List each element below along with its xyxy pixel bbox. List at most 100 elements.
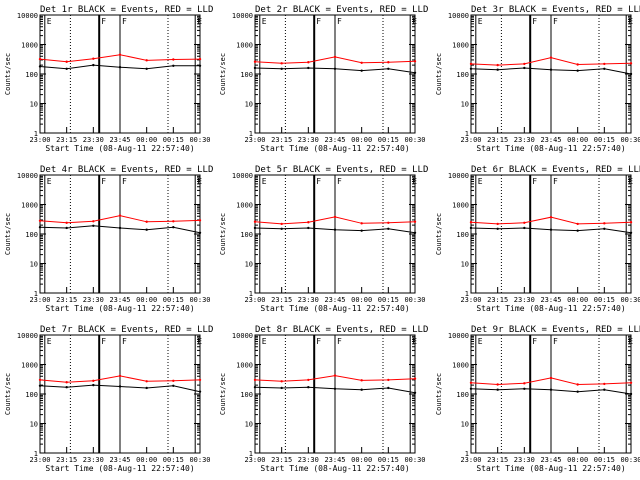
series-point-lld <box>603 62 606 66</box>
series-point-events <box>280 227 283 231</box>
x-tick-label: 00:30 <box>620 136 640 144</box>
x-tick-label: 23:45 <box>324 136 345 144</box>
marker-label: E <box>47 337 52 346</box>
x-tick-label: 00:00 <box>351 456 372 464</box>
x-tick-label: 00:15 <box>163 136 184 144</box>
series-point-lld <box>629 62 633 65</box>
panel-det-6: Det 6r BLACK = Events, RED = LLD 1 10 100 10… <box>435 165 640 313</box>
series-point-lld <box>603 382 606 386</box>
series-point-events <box>387 67 390 71</box>
series-point-events <box>92 224 95 227</box>
x-tick-label: 00:00 <box>136 456 157 464</box>
y-tick-label: 100 <box>240 71 253 79</box>
series-point-lld <box>65 381 68 384</box>
series-point-lld <box>576 222 579 226</box>
marker-label: F <box>553 177 558 186</box>
x-tick-label: 23:00 <box>460 136 481 144</box>
panel-title: Det 3r BLACK = Events, RED = LLD <box>471 5 640 15</box>
y-axis-label: Counts/sec <box>4 213 12 255</box>
marker-label: E <box>197 177 202 186</box>
x-tick-label: 23:30 <box>83 456 104 464</box>
series-point-events <box>92 63 95 67</box>
series-point-lld <box>360 379 363 382</box>
x-tick-label: 23:15 <box>271 456 292 464</box>
x-tick-label: 00:00 <box>567 296 588 304</box>
y-tick-label: 100 <box>25 391 38 399</box>
series-point-lld <box>413 220 417 223</box>
series-point-events <box>307 386 310 389</box>
series-point-lld <box>118 214 122 217</box>
series-point-events <box>523 66 526 70</box>
x-axis-label: Start Time (08-Aug-11 22:57:40) <box>45 304 194 313</box>
series-point-events <box>603 67 606 71</box>
y-tick-label: 1 <box>249 290 253 298</box>
series-point-events <box>387 386 390 390</box>
y-tick-label: 100 <box>25 71 38 79</box>
marker-label: F <box>532 17 537 26</box>
y-tick-label: 10000 <box>232 172 253 180</box>
y-tick-label: 10 <box>245 101 253 109</box>
y-tick-label: 10 <box>30 421 38 429</box>
x-tick-label: 23:30 <box>298 456 319 464</box>
x-tick-label: 23:45 <box>109 136 130 144</box>
marker-label: F <box>122 17 127 26</box>
series-point-events <box>172 226 175 229</box>
marker-label: F <box>337 17 342 26</box>
x-tick-label: 23:00 <box>244 456 265 464</box>
x-tick-label: 23:45 <box>540 136 561 144</box>
y-tick-label: 1 <box>465 290 469 298</box>
marker-label: E <box>262 337 267 346</box>
series-point-events <box>38 226 42 229</box>
series-point-lld <box>333 55 337 59</box>
series-point-events <box>469 387 473 391</box>
series-point-events <box>629 231 633 234</box>
y-tick-label: 1000 <box>236 202 253 210</box>
series-point-lld <box>172 379 175 383</box>
x-tick-label: 23:00 <box>29 296 50 304</box>
y-tick-label: 100 <box>456 231 469 239</box>
x-axis-label: Start Time (08-Aug-11 22:57:40) <box>260 144 409 153</box>
panel-title: Det 9r BLACK = Events, RED = LLD <box>471 325 640 335</box>
y-tick-label: 10 <box>461 101 469 109</box>
x-tick-label: 00:30 <box>620 296 640 304</box>
x-tick-label: 23:15 <box>56 456 77 464</box>
series-point-events <box>413 231 417 234</box>
y-tick-label: 10000 <box>448 172 469 180</box>
x-tick-label: 23:45 <box>540 456 561 464</box>
x-tick-label: 00:00 <box>351 136 372 144</box>
x-tick-label: 23:30 <box>514 296 535 304</box>
series-point-events <box>145 228 148 231</box>
series-point-lld <box>629 221 633 224</box>
series-point-events <box>145 386 148 390</box>
y-tick-label: 1 <box>465 130 469 138</box>
x-tick-label: 00:15 <box>594 136 615 144</box>
panel-det-8: Det 8r BLACK = Events, RED = LLD 1 10 100 10… <box>219 325 428 473</box>
x-axis-label: Start Time (08-Aug-11 22:57:40) <box>476 144 625 153</box>
panel-title: Det 1r BLACK = Events, RED = LLD <box>40 5 213 15</box>
series-point-events <box>92 383 95 387</box>
x-axis-label: Start Time (08-Aug-11 22:57:40) <box>260 304 409 313</box>
series-point-events <box>523 387 526 391</box>
x-tick-label: 23:15 <box>271 136 292 144</box>
series-point-lld <box>307 61 310 64</box>
series-point-events <box>198 64 202 67</box>
series-point-events <box>198 231 202 234</box>
series-point-events <box>603 227 606 231</box>
y-tick-label: 10 <box>461 261 469 269</box>
series-point-lld <box>469 221 473 224</box>
y-tick-label: 100 <box>25 231 38 239</box>
series-point-lld <box>145 380 148 383</box>
series-point-lld <box>603 222 606 225</box>
x-tick-label: 23:00 <box>29 456 50 464</box>
series-point-events <box>333 228 337 231</box>
x-axis-label: Start Time (08-Aug-11 22:57:40) <box>45 144 194 153</box>
series-point-lld <box>92 379 95 383</box>
x-tick-label: 00:00 <box>136 136 157 144</box>
series-point-lld <box>253 220 257 223</box>
series-point-events <box>172 384 175 387</box>
marker-label: E <box>628 337 633 346</box>
series-point-lld <box>198 378 202 382</box>
y-axis-label: Counts/sec <box>4 53 12 95</box>
panel-title: Det 4r BLACK = Events, RED = LLD <box>40 165 213 175</box>
series-point-lld <box>387 61 390 64</box>
